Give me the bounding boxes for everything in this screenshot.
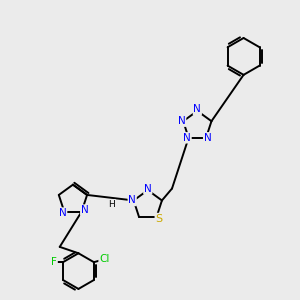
- Text: N: N: [194, 104, 201, 114]
- Text: N: N: [128, 195, 136, 206]
- Text: N: N: [183, 133, 191, 143]
- Text: N: N: [144, 184, 152, 194]
- Text: H: H: [109, 200, 115, 209]
- Text: N: N: [204, 133, 212, 143]
- Text: N: N: [81, 205, 88, 215]
- Text: N: N: [178, 116, 186, 126]
- Text: Cl: Cl: [99, 254, 110, 264]
- Text: F: F: [51, 257, 57, 267]
- Text: S: S: [155, 214, 163, 224]
- Text: N: N: [59, 208, 67, 218]
